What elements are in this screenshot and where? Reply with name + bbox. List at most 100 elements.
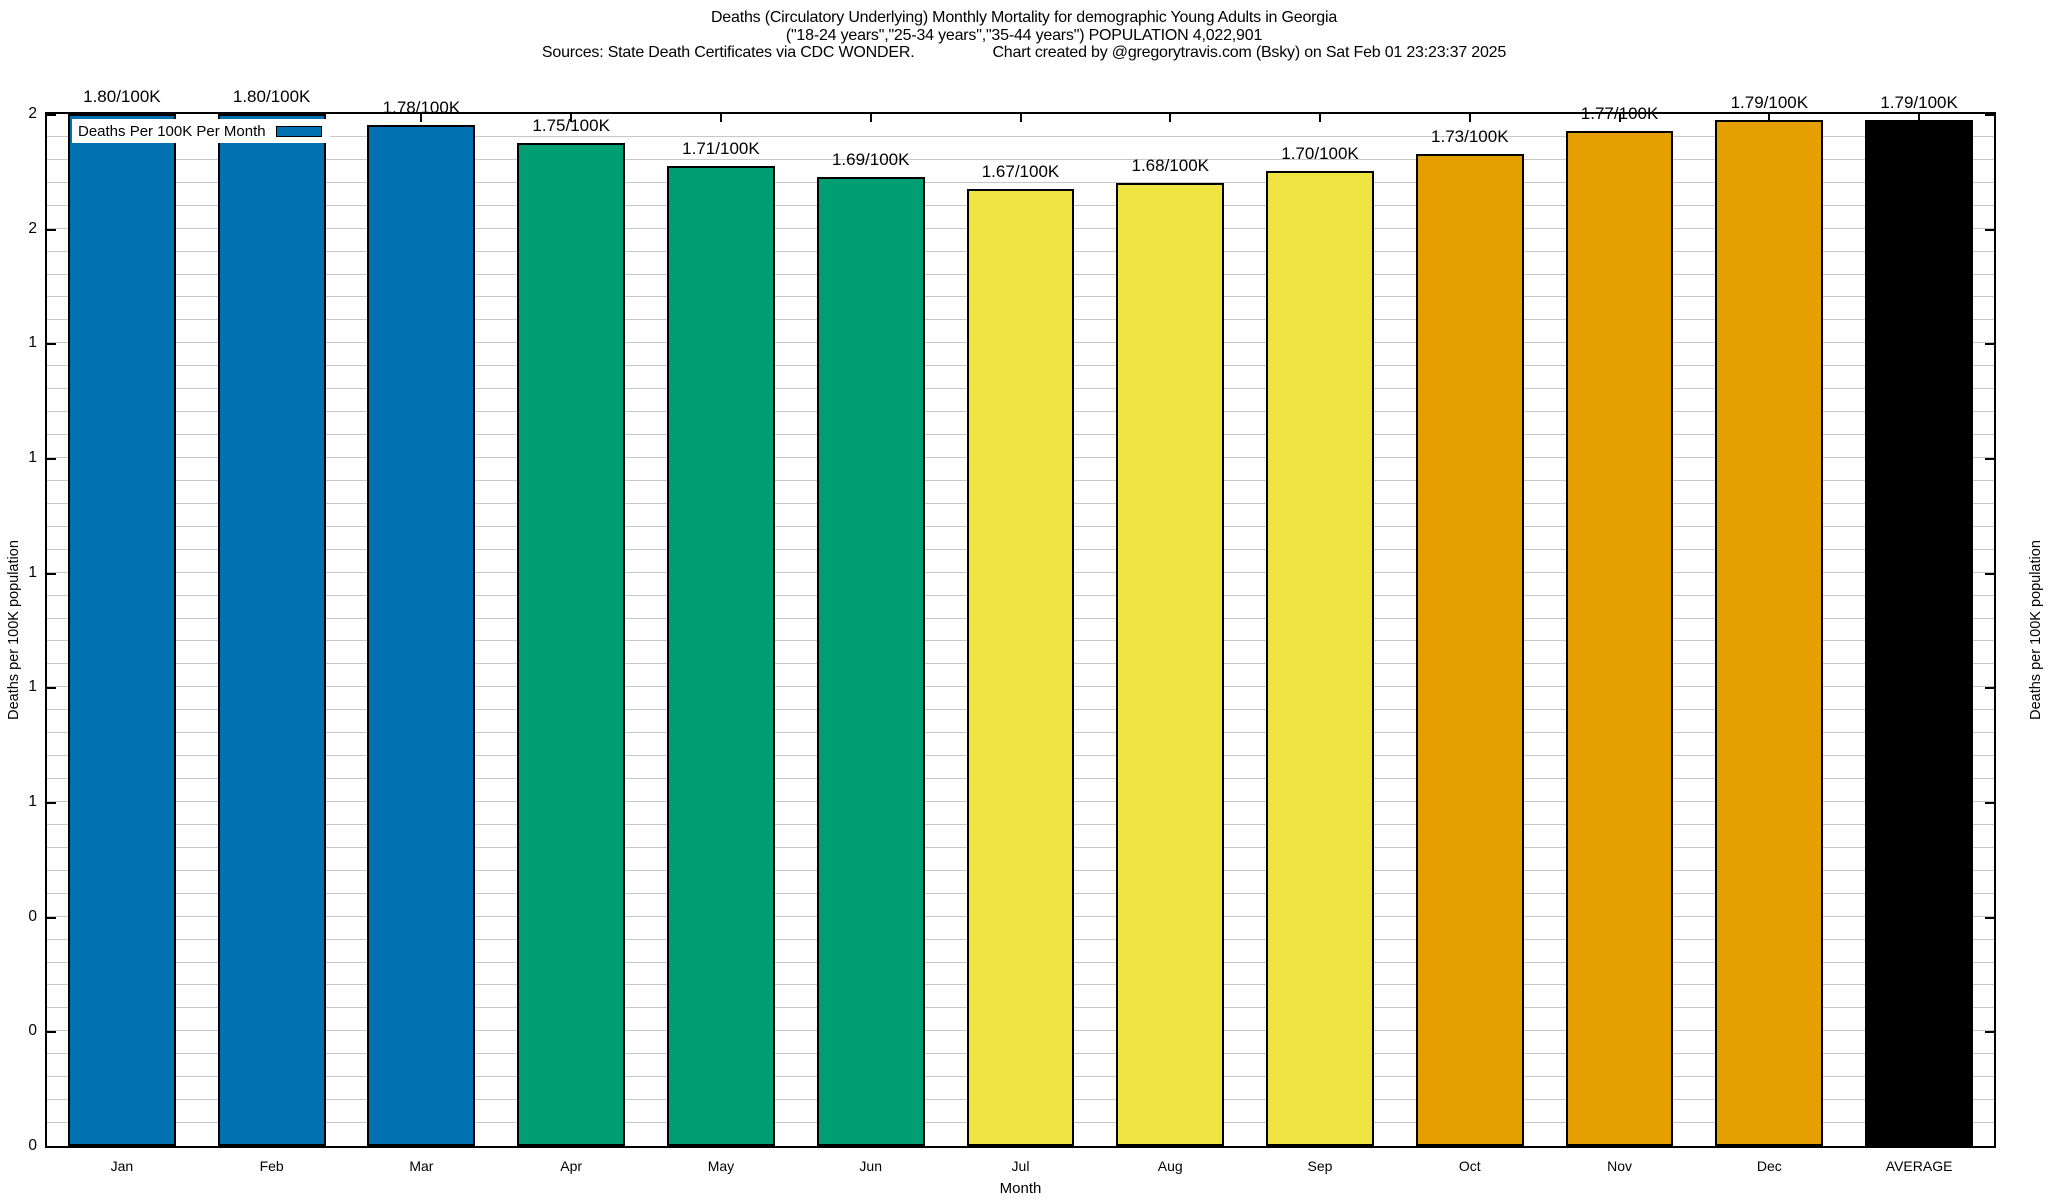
- y-major-tick: [1985, 1031, 1994, 1034]
- x-tick-label: Nov: [1607, 1158, 1633, 1174]
- x-top-tick: [1019, 114, 1022, 122]
- y-major-tick: [47, 572, 56, 575]
- bar-slot-sep: 1.70/100K Sep: [1245, 114, 1395, 1174]
- x-tick-label: Mar: [409, 1158, 434, 1174]
- bar-slot-jan: 1.80/100K Jan: [47, 87, 197, 1174]
- x-tick-label: Apr: [560, 1158, 583, 1174]
- x-top-tick: [1918, 114, 1921, 122]
- bar-nov: [1565, 131, 1674, 1146]
- y-tick-label: 2: [28, 219, 37, 237]
- x-axis-label: Month: [999, 1180, 1042, 1197]
- y-major-tick: [47, 114, 56, 116]
- bar-slot-may: 1.71/100K May: [646, 114, 796, 1174]
- x-top-tick: [1169, 114, 1172, 122]
- bar-value-label: 1.68/100K: [1131, 155, 1210, 175]
- y-major-tick: [1985, 343, 1994, 346]
- y-major-tick: [1985, 114, 1994, 116]
- bar-oct: [1415, 154, 1524, 1146]
- x-tick-label: Jul: [1011, 1158, 1030, 1174]
- y-tick-label: 1: [28, 793, 37, 810]
- x-tick-label: Jan: [110, 1158, 134, 1174]
- x-top-tick: [420, 114, 423, 122]
- bar-sep: [1266, 171, 1374, 1146]
- y-tick-label: 1: [28, 449, 37, 466]
- bar-value-label: 1.71/100K: [682, 138, 760, 158]
- bar-slot-oct: 1.73/100K Oct: [1395, 114, 1545, 1174]
- y-tick-label: 1: [28, 563, 37, 581]
- chart-credit-note: Chart created by @gregorytravis.com (Bsk…: [992, 44, 1507, 61]
- x-top-tick: [719, 114, 722, 122]
- legend-swatch: [275, 125, 322, 137]
- bar-may: [667, 165, 775, 1146]
- x-tick-label: Sep: [1307, 1158, 1333, 1174]
- bar-slot-average: 1.79/100K AVERAGE: [1844, 93, 1994, 1174]
- y-major-tick: [1985, 802, 1994, 804]
- bar-value-label: 1.70/100K: [1281, 144, 1359, 164]
- x-top-tick: [1618, 114, 1621, 122]
- bar-slot-apr: 1.75/100K Apr: [496, 114, 646, 1174]
- bar-slot-aug: 1.68/100K Aug: [1095, 114, 1245, 1174]
- bar-jun: [816, 177, 925, 1146]
- x-tick-label: May: [707, 1158, 735, 1174]
- bar-slot-jun: 1.69/100K Jun: [796, 114, 946, 1174]
- bar-mar: [367, 125, 476, 1146]
- y-tick-label: 1: [28, 334, 37, 352]
- y-major-tick: [47, 1031, 56, 1034]
- bar-value-label: 1.75/100K: [532, 115, 610, 135]
- y-major-tick: [1985, 916, 1994, 919]
- x-tick-label: Dec: [1756, 1158, 1782, 1174]
- x-top-tick: [1768, 114, 1771, 122]
- y-major-tick: [47, 228, 56, 231]
- bar-value-label: 1.67/100K: [981, 161, 1060, 181]
- bar-slot-feb: 1.80/100K Feb: [197, 87, 347, 1174]
- bar-feb: [217, 114, 326, 1146]
- y-major-tick: [47, 802, 56, 804]
- x-top-tick: [869, 114, 872, 122]
- chart-source-note: Sources: State Death Certificates via CD…: [541, 44, 915, 61]
- x-tick-label: Oct: [1458, 1158, 1481, 1174]
- legend-label: Deaths Per 100K Per Month: [78, 122, 266, 140]
- minor-gridline: [47, 158, 1994, 160]
- y-major-tick: [47, 687, 56, 690]
- bar-slot-jul: 1.67/100K Jul: [946, 114, 1096, 1174]
- y-major-tick: [1985, 458, 1994, 460]
- bar-apr: [517, 142, 626, 1146]
- bar-slot-dec: 1.79/100K Dec: [1694, 93, 1844, 1174]
- x-top-tick: [1319, 114, 1322, 122]
- minor-gridline: [47, 181, 1994, 183]
- bar-value-label: 1.78/100K: [382, 98, 461, 118]
- y-tick-label: 2: [28, 105, 37, 122]
- bar-value-label: 1.79/100K: [1730, 92, 1809, 112]
- chart-title-line2: ("18-24 years","25-34 years","35-44 year…: [785, 26, 1263, 44]
- y-major-tick: [47, 916, 56, 919]
- x-top-tick: [1468, 114, 1471, 122]
- y-major-tick: [1985, 228, 1994, 231]
- minor-gridline: [47, 135, 1994, 137]
- bar-jan: [67, 114, 176, 1146]
- y-tick-label: 0: [28, 1022, 37, 1040]
- y-major-tick: [1985, 572, 1994, 575]
- y-tick-label: 0: [28, 1137, 37, 1154]
- y-axis-label-right: Deaths per 100K population: [2028, 540, 2044, 720]
- bar-value-label: 1.80/100K: [232, 87, 311, 106]
- bar-average: [1865, 119, 1973, 1146]
- bar-jul: [966, 188, 1075, 1146]
- bar-dec: [1715, 119, 1824, 1146]
- x-tick-label: AVERAGE: [1885, 1158, 1953, 1174]
- y-tick-label: 0: [28, 907, 37, 925]
- y-major-tick: [1985, 1146, 1994, 1148]
- legend: Deaths Per 100K Per Month: [72, 119, 330, 143]
- chart-title-line3: Sources: State Death Certificates via CD…: [0, 44, 2048, 62]
- bar-value-label: 1.79/100K: [1880, 92, 1958, 112]
- bar-slot-mar: 1.78/100K Mar: [347, 98, 497, 1174]
- y-major-tick: [47, 458, 56, 460]
- bar-value-label: 1.69/100K: [831, 150, 910, 170]
- chart-header: Deaths (Circulatory Underlying) Monthly …: [0, 9, 2048, 62]
- y-major-tick: [47, 343, 56, 346]
- plot-area: Deaths Per 100K Per Month 2 2 1 1 1 1 1 0 0 0 1.80…: [28, 87, 1996, 1174]
- y-major-tick: [47, 1146, 56, 1148]
- chart-title-line1: Deaths (Circulatory Underlying) Monthly …: [710, 9, 1338, 26]
- x-tick-label: Feb: [259, 1158, 284, 1174]
- y-major-tick: [1985, 687, 1994, 690]
- bar-value-label: 1.73/100K: [1431, 127, 1509, 147]
